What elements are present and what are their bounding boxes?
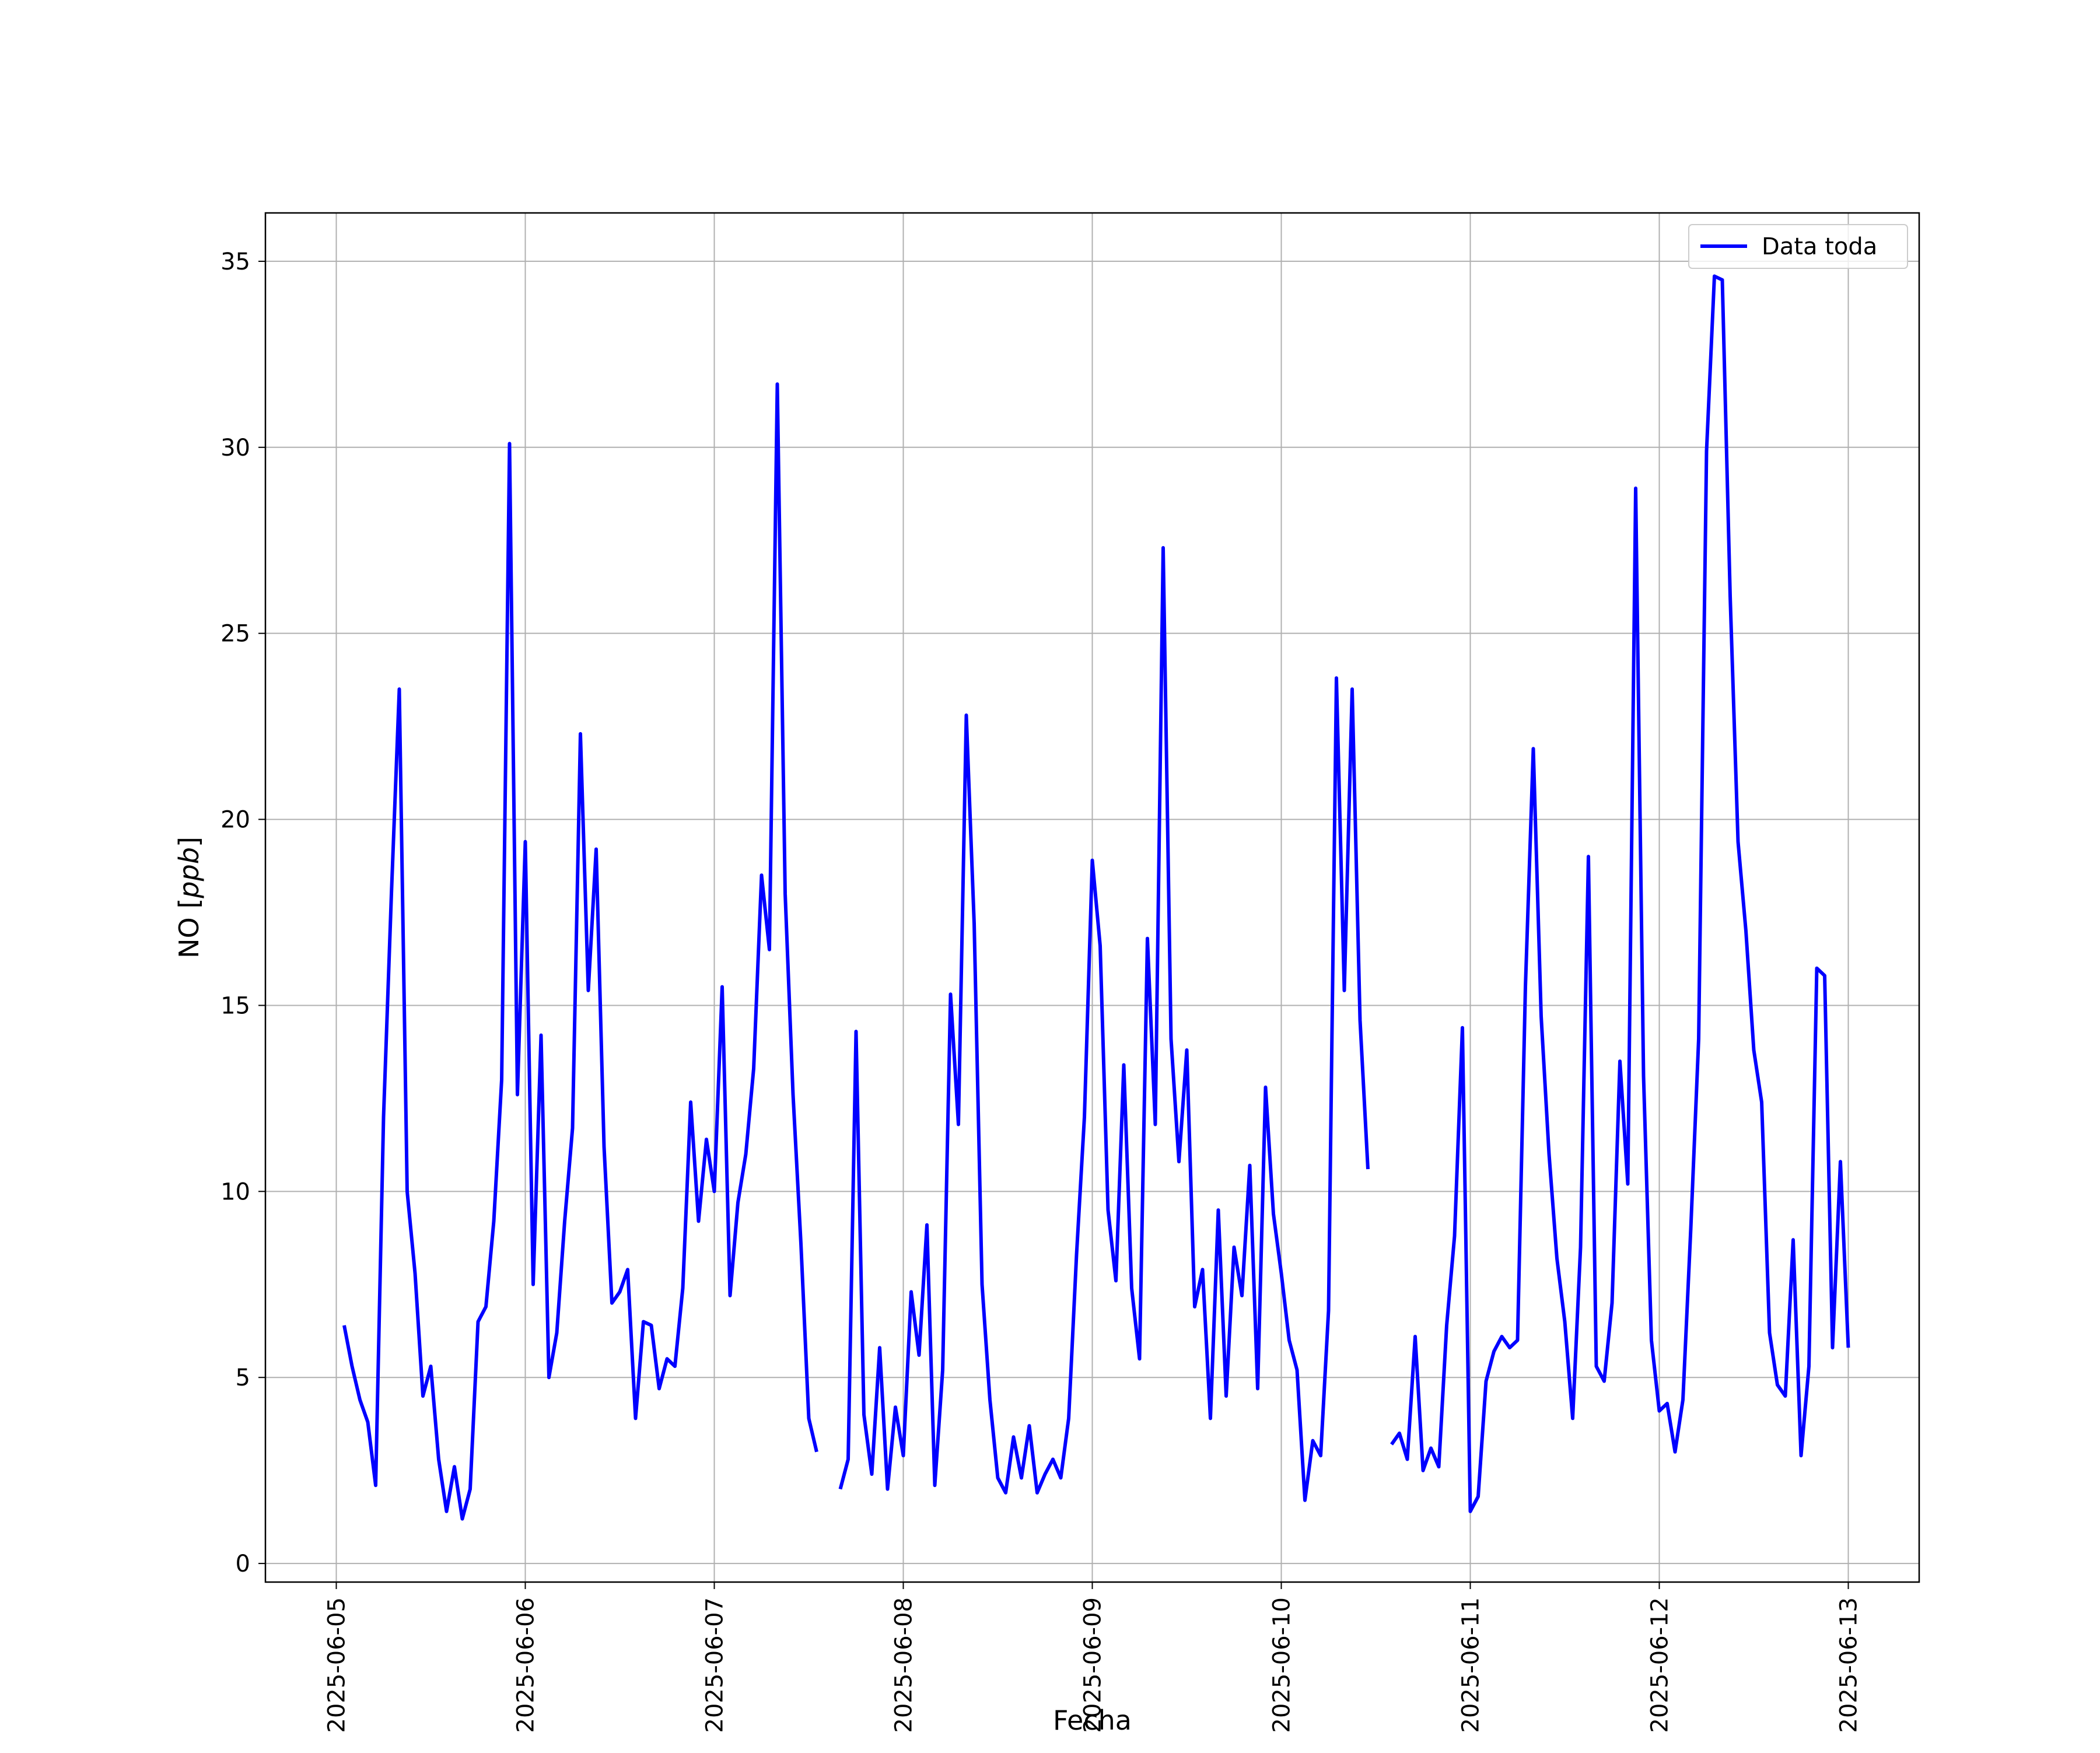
x-tick-label: 2025-06-06 bbox=[513, 1597, 540, 1733]
y-tick-label: 30 bbox=[220, 435, 250, 461]
y-tick-label: 10 bbox=[220, 1178, 250, 1205]
y-tick-label: 5 bbox=[236, 1364, 250, 1391]
y-tick-label: 15 bbox=[220, 992, 250, 1019]
y-axis-title-close: ] bbox=[173, 837, 205, 847]
y-axis-title-unit: ppb bbox=[173, 847, 205, 899]
x-tick-label: 2025-06-08 bbox=[891, 1597, 918, 1733]
x-tick-label: 2025-06-07 bbox=[702, 1597, 729, 1733]
x-tick-label: 2025-06-12 bbox=[1647, 1597, 1674, 1733]
y-axis-title-text: NO [ bbox=[173, 898, 205, 958]
series-line bbox=[342, 382, 818, 1521]
x-tick-label: 2025-06-11 bbox=[1458, 1597, 1485, 1733]
x-tick-label: 2025-06-13 bbox=[1836, 1597, 1863, 1733]
y-tick-label: 20 bbox=[220, 807, 250, 834]
legend-label: Data toda bbox=[1762, 233, 1877, 260]
y-axis-title: NO [ppb] bbox=[173, 837, 205, 958]
y-tick-label: 0 bbox=[236, 1551, 250, 1577]
x-tick-label: 2025-06-09 bbox=[1080, 1597, 1107, 1733]
y-axis: 0 5 10 15 20 25 30 35 bbox=[220, 249, 265, 1577]
series-layer bbox=[342, 274, 1850, 1521]
legend-box bbox=[1688, 224, 1908, 269]
y-tick-label: 25 bbox=[220, 621, 250, 648]
y-tick-label: 35 bbox=[220, 249, 250, 275]
series-line bbox=[838, 546, 1370, 1502]
x-tick-label: 2025-06-10 bbox=[1269, 1597, 1296, 1733]
legend: Data toda bbox=[1688, 224, 1908, 269]
series-line bbox=[1390, 274, 1850, 1513]
x-axis-title: Fecha bbox=[1053, 1705, 1132, 1736]
x-axis: 2025-06-05 2025-06-06 2025-06-07 2025-06-08… bbox=[324, 1582, 1863, 1733]
x-tick-label: 2025-06-05 bbox=[324, 1597, 351, 1733]
